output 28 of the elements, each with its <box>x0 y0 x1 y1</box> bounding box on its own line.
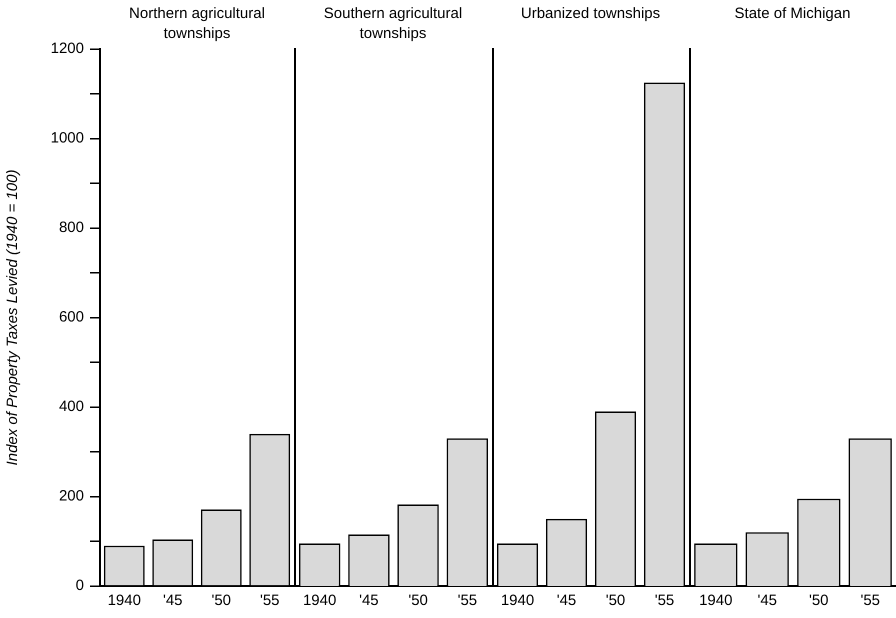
x-tick-label: 1940 <box>302 592 336 610</box>
x-tick-label: '55 <box>654 592 674 610</box>
y-tick-label: 200 <box>58 488 84 505</box>
chart-title: Southern agricultural townships <box>322 4 464 44</box>
x-tick-label: '45 <box>359 592 379 610</box>
x-tick-label: '50 <box>408 592 428 610</box>
x-tick-label: '55 <box>860 592 880 610</box>
x-tick-label: 1940 <box>108 592 141 610</box>
y-tick-label: 800 <box>58 219 84 236</box>
x-tick-label: '50 <box>808 592 829 610</box>
x-tick-label: 1940 <box>500 592 534 610</box>
y-tick-label: 400 <box>58 398 84 416</box>
y-tick-label: 1000 <box>50 130 84 147</box>
x-tick-label: '45 <box>162 592 183 610</box>
x-tick-label: '50 <box>211 592 232 610</box>
y-tick-label: 0 <box>76 577 84 594</box>
x-tick-label: '55 <box>458 592 478 610</box>
chart-title: State of Michigan <box>734 4 852 24</box>
x-tick-label: '45 <box>556 592 576 610</box>
chart-title: Urbanized townships <box>520 4 662 24</box>
x-tick-label: 1940 <box>699 592 732 610</box>
y-tick-label: 600 <box>58 308 84 326</box>
y-tick-label: 1200 <box>50 40 84 58</box>
chart-title: Northern agricultural townships <box>128 4 266 44</box>
x-tick-label: '55 <box>260 592 280 610</box>
x-tick-label: '50 <box>606 592 626 610</box>
x-tick-label: '45 <box>757 592 778 610</box>
y-axis-title: Index of Property Taxes Levied (1940 = 100) <box>4 170 22 466</box>
